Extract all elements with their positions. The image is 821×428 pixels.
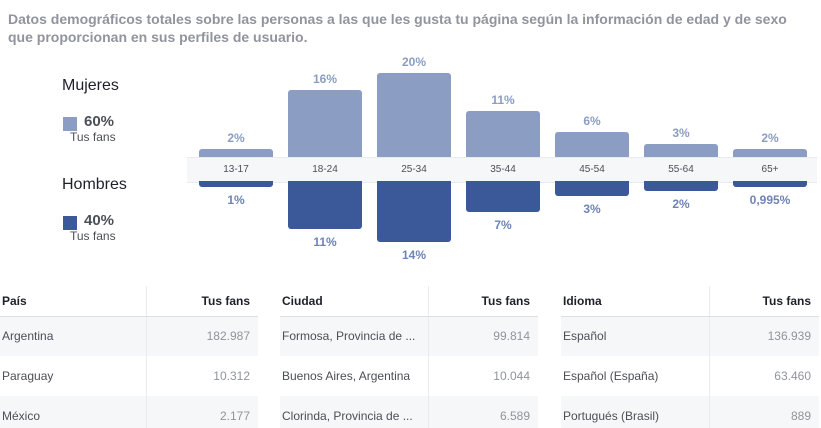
women-value-label: 11% xyxy=(491,92,515,107)
language-cell: Español (España) xyxy=(561,356,710,396)
fans-cell: 6.589 xyxy=(428,396,538,428)
legend-women-swatch xyxy=(63,117,77,131)
table-row: Español (España) 63.460 xyxy=(561,356,819,396)
fans-cell: 2.177 xyxy=(146,396,258,428)
table-row: Español 136.939 xyxy=(561,316,819,356)
women-value-label: 2% xyxy=(761,130,779,145)
fans-cell: 63.460 xyxy=(774,369,811,383)
language-cell: Portugués (Brasil) xyxy=(561,396,710,428)
city-cell: Buenos Aires, Argentina xyxy=(280,356,429,396)
men-bar-13-17 xyxy=(199,181,273,188)
city-header: Ciudad xyxy=(280,286,429,317)
country-cell: Argentina xyxy=(0,316,147,356)
city-cell: Clorinda, Provincia de ... xyxy=(280,396,429,428)
men-value-label: 0,995% xyxy=(749,193,791,208)
men-value-label: 11% xyxy=(313,235,337,250)
women-bar-25-34 xyxy=(377,73,451,159)
country-table: País Tus fans Argentina 182.987 Paraguay 1… xyxy=(0,286,258,428)
legend-women-pct: 60% xyxy=(84,113,115,130)
age-tick-label: 45-54 xyxy=(579,164,605,175)
fans-cell: 182.987 xyxy=(146,316,258,356)
age-tick-label: 25-34 xyxy=(401,164,427,175)
country-header: País xyxy=(0,286,147,317)
men-bar-35-44 xyxy=(466,181,540,213)
women-value-label: 16% xyxy=(312,71,338,86)
men-bar-65+ xyxy=(733,181,807,188)
women-value-label: 3% xyxy=(672,126,690,141)
women-bar-35-44 xyxy=(466,110,540,159)
women-value-label: 2% xyxy=(227,130,245,145)
fans-cell: 889 xyxy=(709,396,819,428)
age-tick-label: 35-44 xyxy=(490,164,516,175)
legend-men-title: Hombres xyxy=(62,176,127,193)
women-bar-13-17 xyxy=(199,148,273,159)
table-row: Buenos Aires, Argentina 10.044 xyxy=(280,356,538,396)
women-value-label: 6% xyxy=(583,113,601,128)
legend-men-sub: Tus fans xyxy=(70,229,116,243)
fans-cell: 136.939 xyxy=(709,316,819,356)
women-bar-55-64 xyxy=(644,144,718,159)
men-bar-25-34 xyxy=(377,181,451,242)
table-row: Paraguay 10.312 xyxy=(0,356,258,396)
intro-line-1: Datos demográficos totales sobre las per… xyxy=(8,11,787,27)
table-row: Clorinda, Provincia de ... 6.589 xyxy=(280,396,538,428)
country-fans-header: Tus fans xyxy=(146,286,258,317)
language-cell: Español xyxy=(561,316,710,356)
men-bar-18-24 xyxy=(288,181,362,230)
legend-women-title: Mujeres xyxy=(62,77,119,94)
men-value-label: 3% xyxy=(583,201,601,216)
men-value-label: 2% xyxy=(672,197,690,212)
intro-text: Datos demográficos totales sobre las per… xyxy=(8,10,808,46)
legend-men-swatch xyxy=(63,216,77,230)
country-cell: México xyxy=(0,396,147,428)
city-table: Ciudad Tus fans Formosa, Provincia de ..… xyxy=(280,286,538,428)
women-bar-18-24 xyxy=(288,89,362,159)
age-axis-band xyxy=(187,157,817,183)
language-table: Idioma Tus fans Español 136.939 Español (… xyxy=(561,286,819,428)
city-fans-header: Tus fans xyxy=(428,286,538,317)
age-tick-label: 18-24 xyxy=(312,164,338,175)
table-row: Formosa, Provincia de ... 99.814 xyxy=(280,316,538,356)
men-bar-55-64 xyxy=(644,181,718,192)
table-row: Argentina 182.987 xyxy=(0,316,258,356)
fans-cell: 99.814 xyxy=(428,316,538,356)
men-value-label: 7% xyxy=(494,218,512,233)
age-tick-label: 65+ xyxy=(761,164,779,175)
fans-cell: 10.312 xyxy=(213,369,250,383)
women-bar-45-54 xyxy=(555,131,629,159)
table-row: Portugués (Brasil) 889 xyxy=(561,396,819,428)
women-value-label: 20% xyxy=(401,55,427,69)
age-tick-label: 13-17 xyxy=(223,164,249,175)
women-bar-65+ xyxy=(733,148,807,159)
age-gender-chart: 2% 1% 13-17 16% 11% 18-24 20% 14% 25-34 11% 7% 35-4… xyxy=(187,40,817,270)
country-cell: Paraguay xyxy=(0,356,147,396)
legend-women-sub: Tus fans xyxy=(70,130,116,144)
legend-men-pct: 40% xyxy=(84,212,115,229)
language-fans-header: Tus fans xyxy=(709,286,819,317)
city-cell: Formosa, Provincia de ... xyxy=(280,316,429,356)
table-row: México 2.177 xyxy=(0,396,258,428)
fans-cell: 10.044 xyxy=(493,369,530,383)
intro-line-2: que proporcionan en sus perfiles de usua… xyxy=(8,29,308,45)
men-bar-45-54 xyxy=(555,181,629,196)
men-value-label: 1% xyxy=(227,193,245,208)
men-value-label: 14% xyxy=(401,247,427,262)
age-tick-label: 55-64 xyxy=(668,164,694,175)
language-header: Idioma xyxy=(561,286,710,317)
